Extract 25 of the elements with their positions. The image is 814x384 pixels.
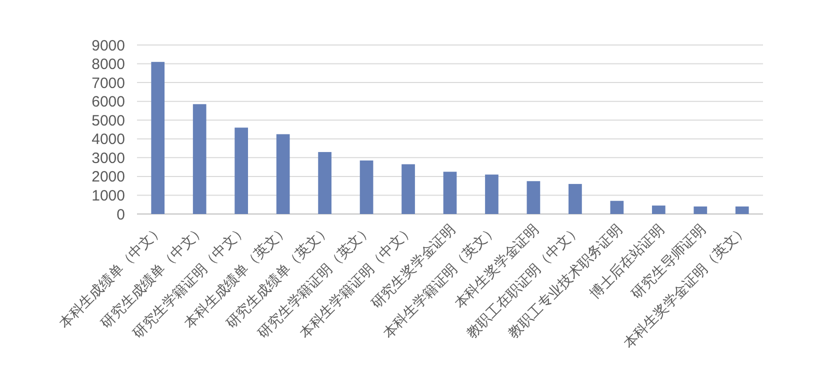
bar xyxy=(443,172,457,214)
bar xyxy=(234,128,248,214)
bar xyxy=(485,174,498,214)
y-tick-label: 6000 xyxy=(92,94,125,111)
y-tick-label: 9000 xyxy=(92,37,125,54)
y-tick-label: 8000 xyxy=(92,56,125,74)
bar xyxy=(276,134,290,214)
y-tick-label: 4000 xyxy=(92,131,125,148)
y-tick-label: 3000 xyxy=(92,150,125,167)
bar xyxy=(568,184,582,214)
bar xyxy=(192,104,206,214)
bar xyxy=(735,206,749,214)
bar xyxy=(526,181,540,214)
bar xyxy=(610,200,624,214)
bar xyxy=(151,62,165,214)
y-tick-label: 7000 xyxy=(92,74,125,92)
bar xyxy=(652,206,666,214)
bar xyxy=(402,164,415,214)
bar xyxy=(694,206,708,214)
y-tick-label: 5000 xyxy=(92,112,125,130)
bar xyxy=(360,160,374,214)
y-tick-label: 1000 xyxy=(92,187,125,204)
bar xyxy=(318,152,332,214)
y-tick-label: 2000 xyxy=(92,168,125,186)
y-tick-label: 0 xyxy=(116,206,125,224)
